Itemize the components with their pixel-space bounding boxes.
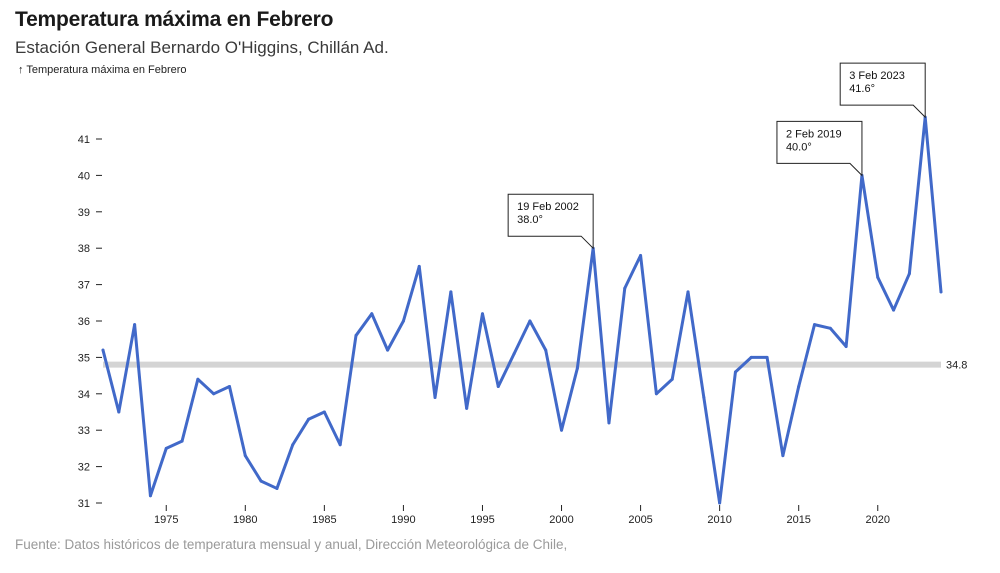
x-tick-label: 1985 [312,514,336,526]
chart-title: Temperatura máxima en Febrero [15,8,334,31]
y-tick-label: 34 [78,389,90,401]
data-point [117,410,121,414]
data-point [907,272,911,276]
reference-line-label: 34.8 [946,360,967,372]
data-point [749,355,753,359]
x-tick-label: 2015 [786,514,810,526]
data-point [243,454,247,458]
data-point [639,253,643,257]
x-tick-label: 2010 [707,514,731,526]
x-tick-label: 2005 [628,514,652,526]
data-point [307,417,311,421]
data-point [212,392,216,396]
data-point [528,319,532,323]
annotation-value: 41.6° [849,83,875,95]
data-point [512,352,516,356]
data-point [291,443,295,447]
x-tick-label: 1995 [470,514,494,526]
data-point [813,323,817,327]
x-tick-label: 2000 [549,514,573,526]
data-point [718,501,722,505]
data-point [781,454,785,458]
annotation-box [507,193,594,250]
data-point [876,275,880,279]
chart-subtitle: Estación General Bernardo O'Higgins, Chi… [15,38,389,57]
data-point [164,446,168,450]
data-point [417,264,421,268]
x-tick-label: 1980 [233,514,257,526]
data-point [401,319,405,323]
data-point [386,348,390,352]
data-point [433,395,437,399]
annotation-date: 2 Feb 2019 [786,128,842,140]
annotation-box [776,120,863,177]
data-point [370,312,374,316]
data-point [322,410,326,414]
annotation-date: 19 Feb 2002 [517,201,579,213]
annotation-value: 38.0° [517,214,543,226]
y-tick-label: 40 [78,170,90,182]
data-point [544,348,548,352]
data-point [196,377,200,381]
y-tick-label: 35 [78,352,90,364]
annotation-date: 3 Feb 2023 [849,70,905,82]
data-point [607,421,611,425]
data-point [844,344,848,348]
y-tick-label: 32 [78,462,90,474]
data-point [670,377,674,381]
data-point [259,479,263,483]
y-tick-label: 38 [78,243,90,255]
data-point [275,486,279,490]
data-point [686,290,690,294]
data-point [465,406,469,410]
data-point [101,348,105,352]
y-tick-label: 39 [78,207,90,219]
data-point [702,395,706,399]
data-point [449,290,453,294]
y-tick-label: 36 [78,316,90,328]
data-point [496,385,500,389]
data-point [623,286,627,290]
data-point [733,370,737,374]
y-axis-title: ↑ Temperatura máxima en Febrero [18,64,187,76]
data-point [560,428,564,432]
data-point [354,334,358,338]
data-point [133,323,137,327]
x-tick-label: 1990 [391,514,415,526]
y-tick-label: 31 [78,498,90,510]
annotation-value: 40.0° [786,141,812,153]
data-point [892,308,896,312]
reference-line-group: 34.8 [103,360,967,372]
data-point [227,385,231,389]
annotation-box [839,62,926,119]
y-tick-label: 37 [78,280,90,292]
data-point [654,392,658,396]
data-point [338,443,342,447]
series-group [101,115,943,505]
source-note: Fuente: Datos históricos de temperatura … [15,537,568,552]
data-point [575,366,579,370]
series-line [101,115,943,505]
y-tick-label: 33 [78,425,90,437]
data-point [797,385,801,389]
data-point [765,355,769,359]
data-point [480,312,484,316]
axes-group: 31 32 33 34 35 36 37 38 39 40 41 1975 1980 1985 1990 19… [18,64,890,526]
data-point [148,494,152,498]
y-tick-label: 41 [78,134,90,146]
x-tick-label: 2020 [866,514,890,526]
data-point [939,290,943,294]
data-point [180,439,184,443]
data-point [828,326,832,330]
x-tick-label: 1975 [154,514,178,526]
